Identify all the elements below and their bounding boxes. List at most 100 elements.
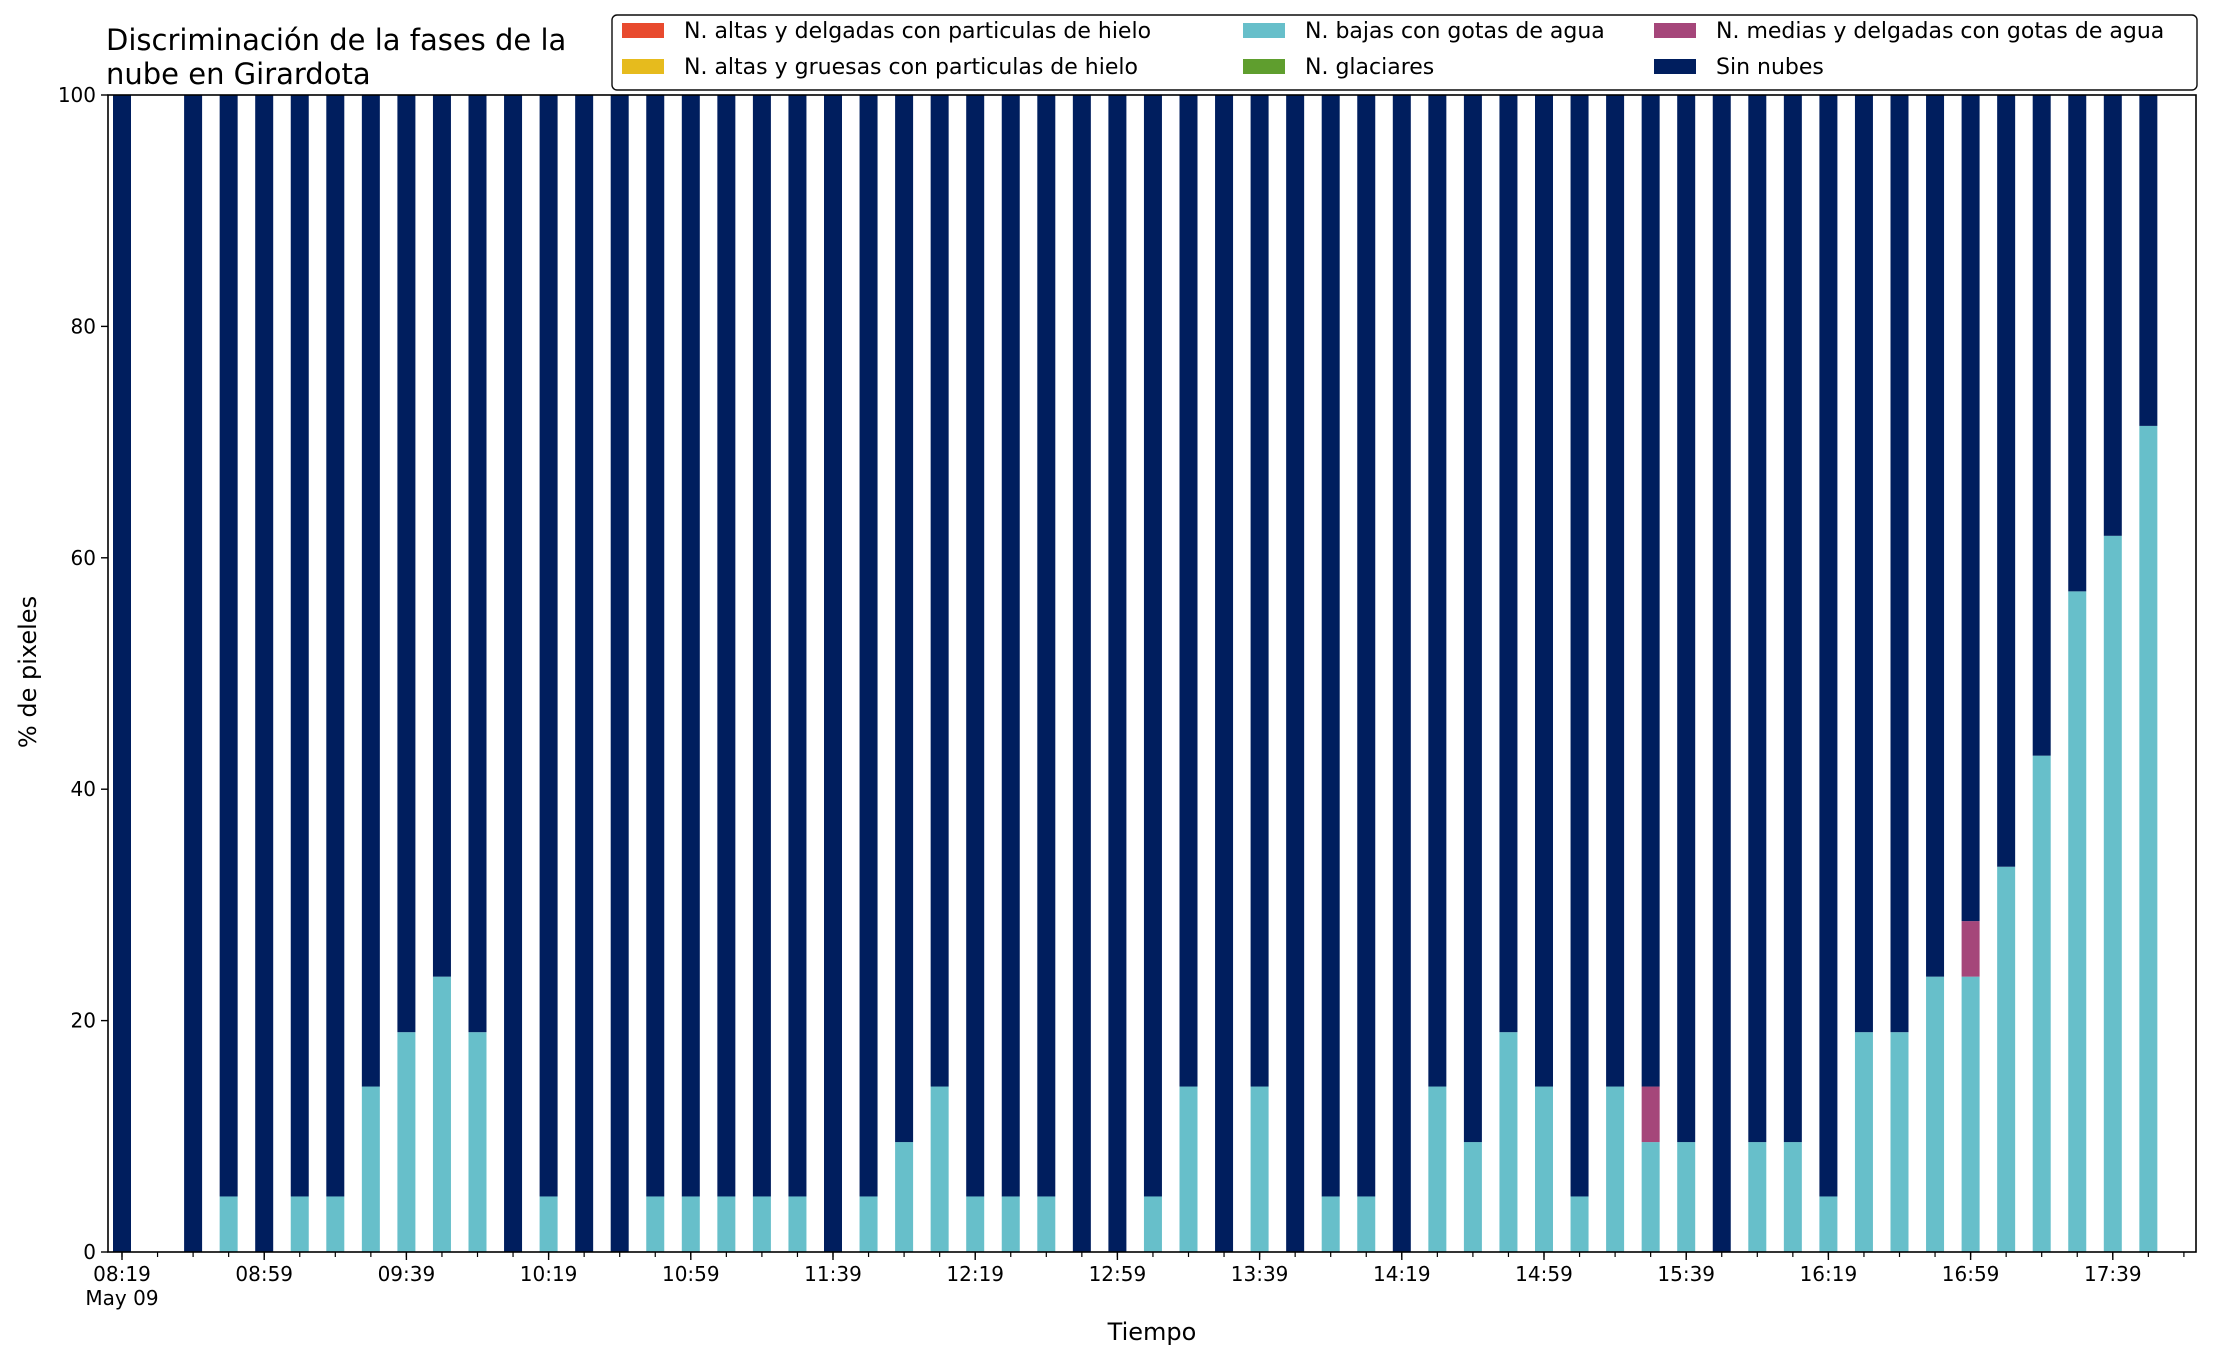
y-tick-label: 60 bbox=[71, 546, 96, 570]
bar-segment bbox=[1570, 1196, 1589, 1252]
bar-segment bbox=[1037, 95, 1056, 1197]
bar-segment bbox=[646, 1196, 665, 1252]
legend-label: N. glaciares bbox=[1305, 55, 1434, 80]
bar-segment bbox=[752, 95, 771, 1197]
bar-segment bbox=[895, 1142, 914, 1252]
legend-item: N. bajas con gotas de agua bbox=[1243, 19, 1605, 44]
bar-segment bbox=[1499, 95, 1518, 1033]
bar-segment bbox=[539, 1196, 558, 1252]
bar-segment bbox=[824, 95, 842, 1252]
bar-segment bbox=[113, 95, 131, 1252]
x-tick-label: 13:39 bbox=[1231, 1262, 1289, 1286]
bar-segment bbox=[1641, 1142, 1660, 1252]
x-tick-label: 08:59 bbox=[235, 1262, 293, 1286]
bar-segment bbox=[1037, 1196, 1056, 1252]
bar-segment bbox=[432, 95, 451, 977]
bar-segment bbox=[1926, 976, 1945, 1252]
bar-segment bbox=[1926, 95, 1945, 977]
bar-segment bbox=[1108, 95, 1127, 1252]
bar-segment bbox=[1179, 95, 1198, 1087]
chart-title-line: Discriminación de la fases de la bbox=[106, 23, 566, 57]
bar-segment bbox=[539, 95, 558, 1197]
bar-segment bbox=[1001, 1196, 1020, 1252]
x-tick-label: 15:39 bbox=[1657, 1262, 1715, 1286]
bar-segment bbox=[1535, 1086, 1553, 1252]
bar-segment bbox=[1854, 95, 1873, 1033]
x-tick-label: 10:59 bbox=[662, 1262, 720, 1286]
bar-segment bbox=[1819, 1196, 1838, 1252]
x-tick-label: 16:19 bbox=[1800, 1262, 1858, 1286]
bar-segment bbox=[2032, 755, 2051, 1252]
bar-segment bbox=[788, 95, 807, 1197]
x-tick-label: 12:19 bbox=[946, 1262, 1004, 1286]
bar-segment bbox=[930, 95, 949, 1087]
legend-item: N. altas y gruesas con particulas de hie… bbox=[622, 55, 1138, 80]
legend-item: N. medias y delgadas con gotas de agua bbox=[1654, 19, 2164, 44]
legend-label: N. bajas con gotas de agua bbox=[1305, 19, 1605, 44]
x-tick-label: 14:19 bbox=[1373, 1262, 1431, 1286]
bar-segment bbox=[432, 976, 451, 1252]
bar-segment bbox=[1997, 95, 2016, 867]
bar-segment bbox=[717, 1196, 736, 1252]
x-tick-label: 16:59 bbox=[1942, 1262, 2000, 1286]
bar-segment bbox=[468, 95, 487, 1033]
bar-segment bbox=[326, 95, 345, 1197]
bar-segment bbox=[397, 1032, 416, 1252]
bar-segment bbox=[1961, 921, 1980, 977]
bar-segment bbox=[1961, 976, 1980, 1252]
bar-segment bbox=[1961, 95, 1980, 922]
bar-segment bbox=[2032, 95, 2051, 756]
bar-segment bbox=[1463, 95, 1482, 1143]
bar-segment bbox=[290, 1196, 309, 1252]
bar-segment bbox=[1570, 95, 1589, 1197]
bar-segment bbox=[397, 95, 416, 1033]
bar-segment bbox=[575, 95, 594, 1252]
bar-segment bbox=[2103, 535, 2122, 1252]
bar-segment bbox=[361, 95, 380, 1087]
x-tick-label: 08:19 bbox=[93, 1262, 151, 1286]
legend-label: Sin nubes bbox=[1716, 55, 1824, 80]
legend-swatch bbox=[1243, 59, 1285, 74]
chart-title-line: nube en Girardota bbox=[106, 57, 371, 91]
plot-frame bbox=[107, 94, 2197, 1253]
bar-segment bbox=[1890, 95, 1909, 1033]
legend-swatch bbox=[1243, 23, 1285, 38]
bar-segment bbox=[326, 1196, 345, 1252]
y-tick-label: 40 bbox=[71, 777, 96, 801]
legend-swatch bbox=[1654, 59, 1696, 74]
bar-segment bbox=[1357, 95, 1376, 1197]
bar-segment bbox=[1783, 95, 1802, 1143]
bar-segment bbox=[2139, 425, 2158, 1253]
x-tick-label: 09:39 bbox=[378, 1262, 436, 1286]
bar-segment bbox=[1001, 95, 1020, 1197]
bar-segment bbox=[1428, 95, 1447, 1087]
bar-segment bbox=[1748, 1142, 1767, 1252]
bar-segment bbox=[859, 95, 878, 1197]
bar-segment bbox=[1677, 95, 1696, 1143]
legend-box bbox=[611, 14, 2198, 91]
bar-segment bbox=[752, 1196, 771, 1252]
bar-segment bbox=[1535, 95, 1553, 1087]
bar-segment bbox=[1215, 95, 1234, 1252]
bar-segment bbox=[1250, 1086, 1269, 1252]
y-tick-label: 80 bbox=[71, 314, 96, 338]
x-tick-label: 11:39 bbox=[804, 1262, 862, 1286]
bar-segment bbox=[1997, 866, 2016, 1252]
bar-segment bbox=[1179, 1086, 1198, 1252]
x-tick-label: 14:59 bbox=[1515, 1262, 1573, 1286]
bar-segment bbox=[2068, 591, 2087, 1252]
bar-segment bbox=[966, 95, 985, 1197]
bar-segment bbox=[1428, 1086, 1447, 1252]
bar-segment bbox=[255, 95, 274, 1252]
bar-segment bbox=[1677, 1142, 1696, 1252]
bars bbox=[113, 95, 2158, 1253]
bar-segment bbox=[290, 95, 309, 1197]
bar-segment bbox=[1321, 1196, 1340, 1252]
bar-segment bbox=[468, 1032, 487, 1252]
bar-segment bbox=[1499, 1032, 1518, 1252]
bar-segment bbox=[681, 95, 700, 1197]
bar-segment bbox=[1890, 1032, 1909, 1252]
